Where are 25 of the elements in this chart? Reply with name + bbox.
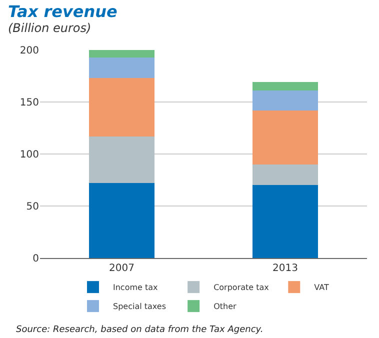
y-tick-label: 100 (20, 150, 39, 160)
bar (252, 82, 318, 91)
bar (252, 185, 318, 258)
y-tick-label: 50 (26, 202, 39, 212)
bar (89, 78, 154, 136)
x-tick-label: 2013 (272, 263, 298, 274)
legend-label: Income tax (113, 283, 158, 292)
chart-title: Tax revenue (8, 2, 118, 21)
bar (89, 57, 154, 78)
bar (89, 183, 154, 258)
legend-label: VAT (314, 283, 329, 292)
y-tick-label: 0 (32, 254, 39, 264)
y-tick-label: 200 (20, 46, 39, 56)
chart-subtitle: (Billion euros) (8, 21, 92, 35)
bar (252, 90, 318, 110)
bar (89, 136, 154, 184)
bar (89, 50, 154, 58)
source-note: Source: Research, based on data from the Tax Agency. (16, 325, 264, 335)
legend-label: Special taxes (113, 302, 166, 312)
legend-label: Other (214, 302, 237, 312)
bar (252, 164, 318, 186)
y-tick-label: 150 (20, 98, 39, 108)
legend-label: Corporate tax (214, 283, 270, 292)
bar (252, 110, 318, 164)
x-tick-label: 2007 (109, 263, 134, 274)
